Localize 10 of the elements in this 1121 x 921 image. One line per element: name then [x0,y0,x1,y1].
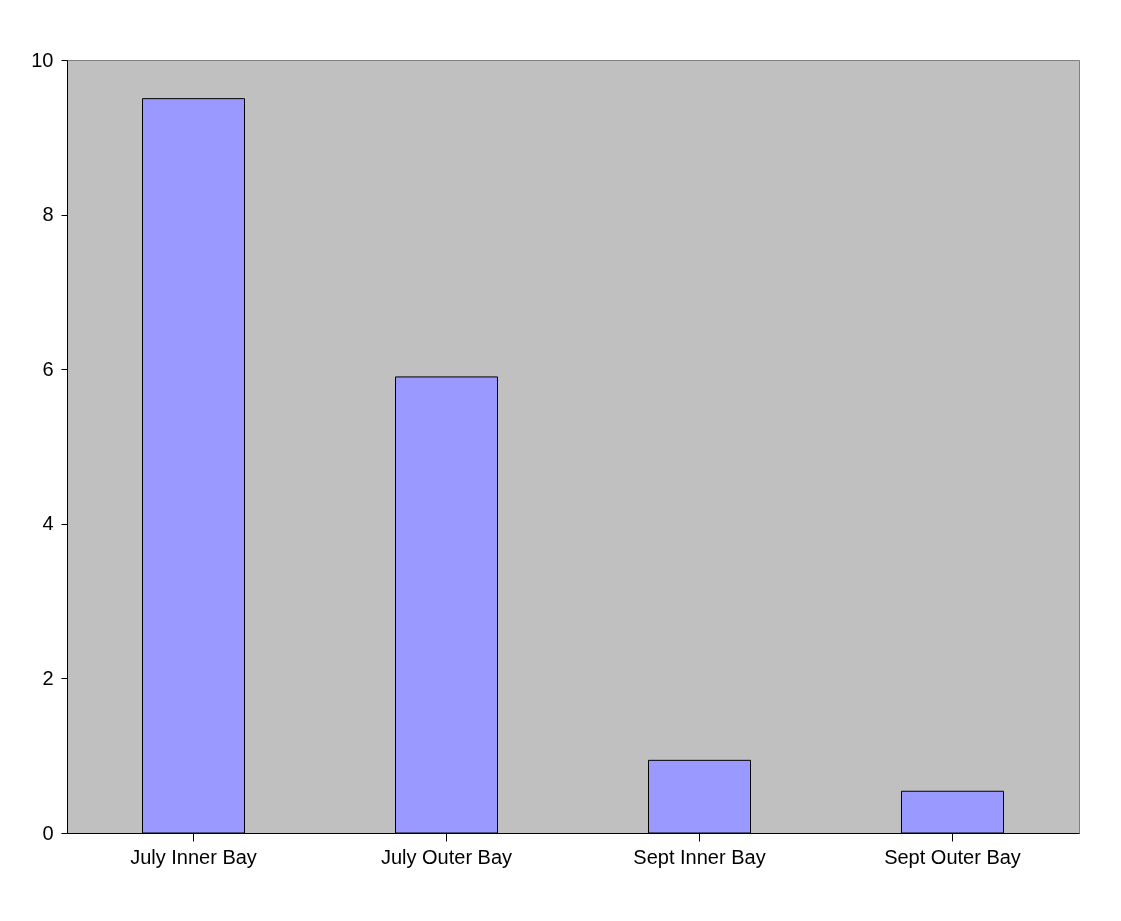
y-tick-label: 6 [42,357,54,380]
y-tick-label: 8 [42,203,54,226]
x-tick-label: Sept Inner Bay [633,845,766,868]
y-tick-label: 2 [42,666,54,689]
y-tick-label: 0 [42,821,54,844]
x-tick-label: July Inner Bay [130,845,257,868]
y-tick-label: 4 [42,512,54,535]
x-tick-label: July Outer Bay [380,845,513,868]
x-tick-label: Sept Outer Bay [884,845,1021,868]
y-tick-label: 10 [31,48,54,71]
